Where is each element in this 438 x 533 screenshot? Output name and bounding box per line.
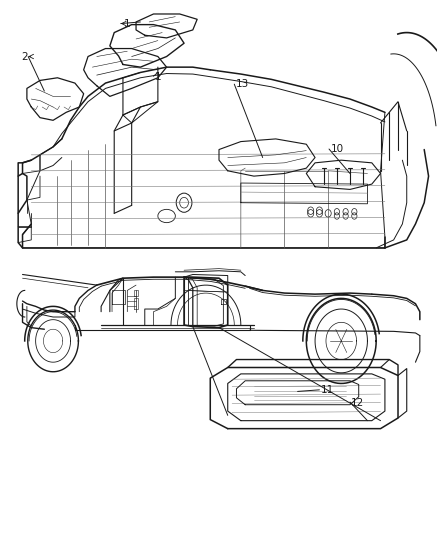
Text: 12: 12 (351, 398, 364, 408)
Text: 11: 11 (321, 385, 334, 395)
Text: 13: 13 (236, 79, 249, 89)
Text: 1: 1 (124, 19, 131, 29)
Text: 2: 2 (21, 52, 28, 61)
Text: 10: 10 (330, 144, 343, 154)
Text: 1: 1 (155, 72, 162, 82)
